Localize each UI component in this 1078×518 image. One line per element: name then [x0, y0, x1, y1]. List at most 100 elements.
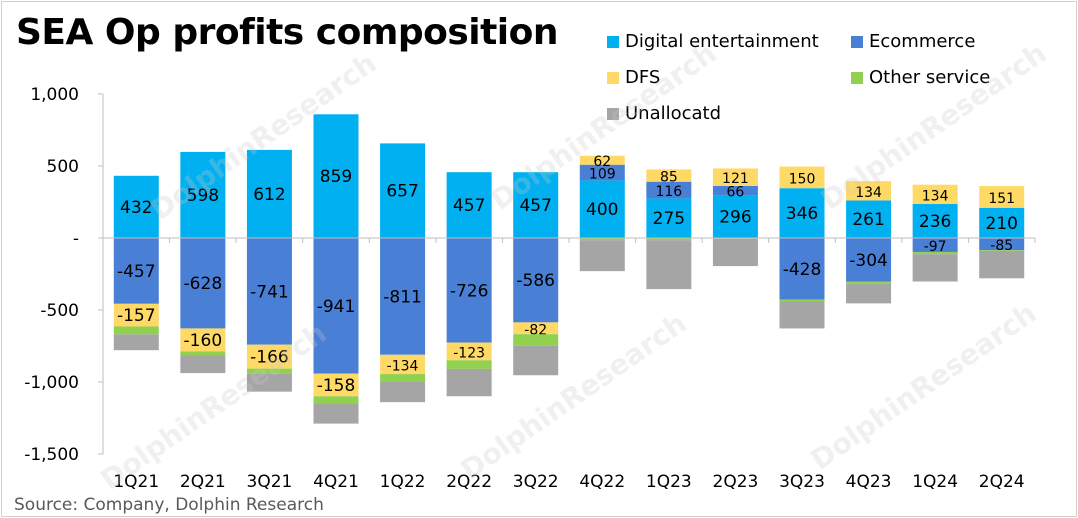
legend-label: Ecommerce [869, 31, 976, 52]
bar-ecommerce [313, 238, 359, 374]
bar-unallocatd [846, 283, 892, 304]
bar-unallocatd [446, 368, 492, 397]
data-label: -85 [990, 238, 1013, 254]
bar-ecommerce [846, 238, 892, 282]
data-label: 151 [988, 191, 1015, 207]
bar-other-service [446, 360, 492, 369]
bar-ecommerce [246, 238, 292, 345]
bar-ecommerce [446, 238, 492, 343]
bar-other-service [313, 396, 359, 404]
bar-ecommerce [712, 185, 758, 196]
bar-ecommerce [579, 164, 625, 181]
data-label: -457 [117, 262, 156, 282]
bar-other-service [979, 250, 1025, 251]
x-tick-label: 3Q22 [513, 472, 559, 492]
data-label: 657 [386, 182, 418, 202]
bar-digital-entertainment [113, 175, 159, 238]
bar-other-service [180, 351, 226, 356]
data-label: 612 [253, 185, 285, 205]
data-label: -586 [516, 271, 555, 291]
data-label: 859 [320, 167, 352, 187]
bar-other-service [380, 374, 426, 382]
data-label: 261 [852, 210, 884, 230]
data-label: 134 [922, 188, 949, 204]
bar-dfs [779, 166, 825, 189]
x-tick-label: 3Q23 [779, 472, 825, 492]
bar-other-service [113, 326, 159, 335]
x-tick-label: 2Q22 [446, 472, 492, 492]
x-tick-label: 1Q23 [646, 472, 692, 492]
data-label: -741 [250, 282, 289, 302]
x-tick-label: 1Q24 [912, 472, 958, 492]
bar-unallocatd [579, 240, 625, 272]
data-label: 134 [855, 185, 882, 201]
data-label: -941 [317, 297, 356, 317]
x-tick-label: 2Q21 [180, 472, 226, 492]
bar-unallocatd [113, 334, 159, 351]
source-note: Source: Company, Dolphin Research [14, 495, 324, 515]
legend-label: Unallocatd [625, 103, 722, 124]
y-tick-label: - [73, 229, 79, 249]
bar-digital-entertainment [979, 207, 1025, 238]
bar-digital-entertainment [579, 180, 625, 238]
data-label: 457 [519, 196, 551, 216]
data-label: 116 [655, 184, 682, 200]
x-tick-label: 4Q22 [579, 472, 625, 492]
data-label: 62 [593, 154, 611, 170]
data-label: 296 [719, 208, 751, 228]
data-label: 150 [789, 171, 816, 187]
bar-dfs [712, 168, 758, 186]
bar-other-service [579, 238, 625, 241]
data-label: 598 [187, 186, 219, 206]
bar-dfs [246, 344, 292, 369]
data-label: -166 [250, 348, 289, 368]
data-label: -97 [924, 239, 947, 255]
bar-dfs [446, 342, 492, 361]
bar-ecommerce [180, 238, 226, 329]
bar-unallocatd [246, 373, 292, 392]
bar-other-service [912, 251, 958, 255]
bar-dfs [313, 373, 359, 397]
data-label: 85 [660, 170, 678, 186]
bar-digital-entertainment [912, 204, 958, 238]
data-label: -123 [453, 345, 485, 361]
bar-unallocatd [912, 254, 958, 282]
data-label: -158 [317, 376, 356, 396]
bar-dfs [979, 186, 1025, 208]
bar-digital-entertainment [712, 195, 758, 238]
data-label: -726 [450, 281, 489, 301]
bar-digital-entertainment [313, 114, 359, 238]
bar-digital-entertainment [846, 200, 892, 238]
bar-other-service [846, 281, 892, 284]
legend-digital-entertainment: Digital entertainment [607, 31, 819, 52]
bar-digital-entertainment [380, 143, 426, 238]
data-label: 275 [653, 209, 685, 229]
bar-dfs [912, 184, 958, 205]
data-label: -134 [387, 358, 419, 374]
data-label: 457 [453, 196, 485, 216]
legend-other-service: Other service [851, 67, 990, 88]
bar-ecommerce [513, 238, 559, 323]
x-tick-label: 4Q23 [846, 472, 892, 492]
bar-dfs [180, 328, 226, 352]
bar-ecommerce [979, 238, 1025, 251]
bar-dfs [380, 354, 426, 375]
data-label: 236 [919, 212, 951, 232]
data-label: -428 [783, 260, 822, 280]
bar-ecommerce [779, 238, 825, 300]
bar-other-service [246, 368, 292, 374]
data-label: 400 [586, 200, 618, 220]
x-tick-label: 4Q21 [313, 472, 359, 492]
bar-unallocatd [313, 403, 359, 424]
legend-dfs: DFS [607, 67, 660, 88]
bar-unallocatd [180, 355, 226, 374]
y-tick-label: -500 [40, 301, 79, 321]
data-label: 109 [589, 167, 616, 183]
bar-digital-entertainment [513, 172, 559, 238]
data-label: 210 [985, 214, 1017, 234]
bar-ecommerce [646, 181, 692, 199]
data-label: 66 [727, 185, 745, 201]
bar-unallocatd [513, 345, 559, 376]
